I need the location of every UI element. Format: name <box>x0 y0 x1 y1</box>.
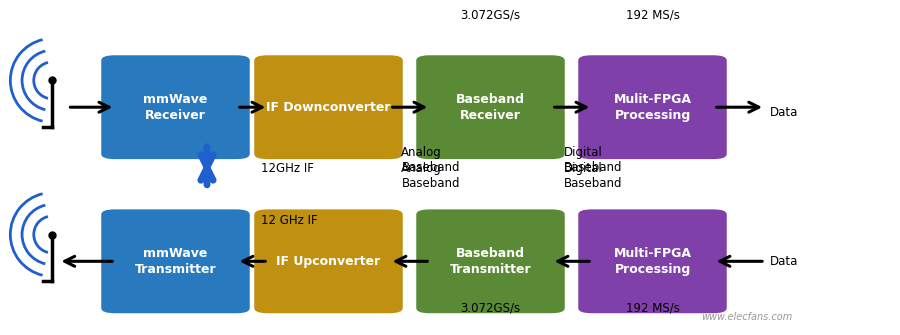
Text: 3.072GS/s: 3.072GS/s <box>461 302 520 315</box>
Text: Baseband
Receiver: Baseband Receiver <box>456 93 525 122</box>
Text: Multi-FPGA
Processing: Multi-FPGA Processing <box>614 247 691 276</box>
Text: mmWave
Receiver: mmWave Receiver <box>143 93 208 122</box>
FancyBboxPatch shape <box>254 209 403 313</box>
Text: 192 MS/s: 192 MS/s <box>626 8 680 21</box>
FancyBboxPatch shape <box>416 55 565 159</box>
Text: 192 MS/s: 192 MS/s <box>626 302 680 315</box>
Text: 12 GHz IF: 12 GHz IF <box>261 214 318 227</box>
Text: Digital
Baseband: Digital Baseband <box>563 146 622 174</box>
Text: Baseband
Transmitter: Baseband Transmitter <box>450 247 531 276</box>
Text: 12GHz IF: 12GHz IF <box>261 162 314 176</box>
Text: www.elecfans.com: www.elecfans.com <box>701 312 793 322</box>
Text: mmWave
Transmitter: mmWave Transmitter <box>135 247 216 276</box>
Text: Analog
Baseband: Analog Baseband <box>401 162 460 191</box>
FancyBboxPatch shape <box>578 55 727 159</box>
Text: Analog
Baseband: Analog Baseband <box>401 146 460 174</box>
FancyBboxPatch shape <box>101 55 250 159</box>
Text: Data: Data <box>770 106 798 119</box>
Text: Data: Data <box>770 255 798 268</box>
FancyBboxPatch shape <box>101 209 250 313</box>
Text: Mulit-FPGA
Processing: Mulit-FPGA Processing <box>614 93 691 122</box>
Text: Digital
Baseband: Digital Baseband <box>563 162 622 191</box>
FancyBboxPatch shape <box>416 209 565 313</box>
Text: IF Downconverter: IF Downconverter <box>266 101 391 114</box>
Text: IF Upconverter: IF Upconverter <box>276 255 381 268</box>
Text: 3.072GS/s: 3.072GS/s <box>461 8 520 21</box>
FancyBboxPatch shape <box>254 55 403 159</box>
FancyBboxPatch shape <box>578 209 727 313</box>
